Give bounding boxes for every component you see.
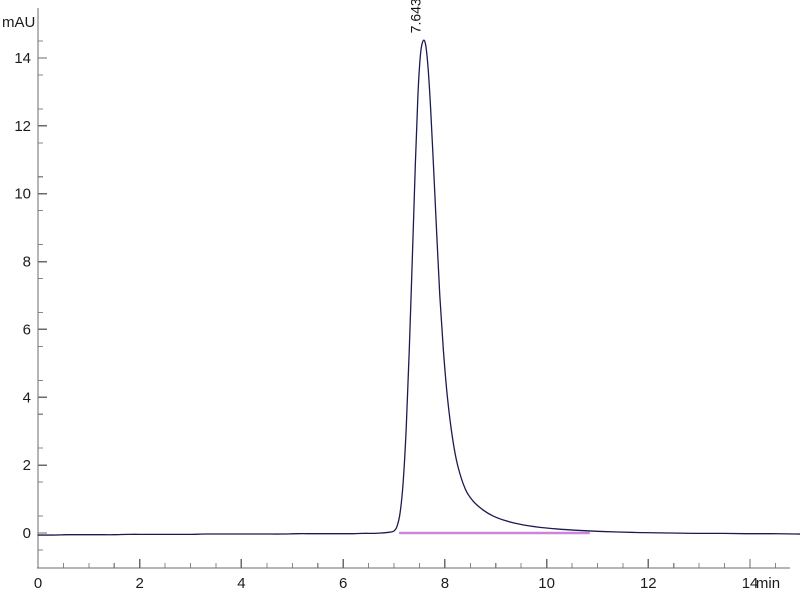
- y-tick-label: 8: [23, 254, 31, 271]
- x-tick-label: 4: [237, 575, 245, 592]
- y-tick-label: 14: [14, 50, 31, 67]
- y-tick-label: 10: [14, 186, 31, 203]
- x-tick-label: 8: [441, 575, 449, 592]
- x-tick-label: 14: [742, 575, 759, 592]
- x-tick-label: 10: [538, 575, 555, 592]
- peak-retention-time-label: 7.643: [407, 0, 423, 33]
- peak-annotations: 7.643: [407, 0, 423, 33]
- x-tick-label: 2: [136, 575, 144, 592]
- y-tick-label: 4: [23, 389, 31, 406]
- y-tick-label: 6: [23, 321, 31, 338]
- y-tick-label: 0: [23, 525, 31, 542]
- absorbance-trace: [37, 39, 800, 536]
- y-axis-minor-ticks: [38, 40, 43, 551]
- x-axis-title: min: [756, 575, 780, 592]
- x-tick-label: 6: [339, 575, 347, 592]
- x-axis-tick-labels: 0 2 4 6 8 10 12 14: [34, 575, 759, 592]
- x-tick-label: 12: [640, 575, 657, 592]
- y-axis-tick-labels: 0 2 4 6 8 10 12 14: [14, 50, 31, 542]
- y-axis-title: mAU: [2, 14, 35, 31]
- y-axis-major-ticks: [38, 57, 47, 534]
- x-axis-minor-ticks: [62, 563, 777, 568]
- x-tick-label: 0: [34, 575, 42, 592]
- y-tick-label: 2: [23, 457, 31, 474]
- y-tick-label: 12: [14, 118, 31, 135]
